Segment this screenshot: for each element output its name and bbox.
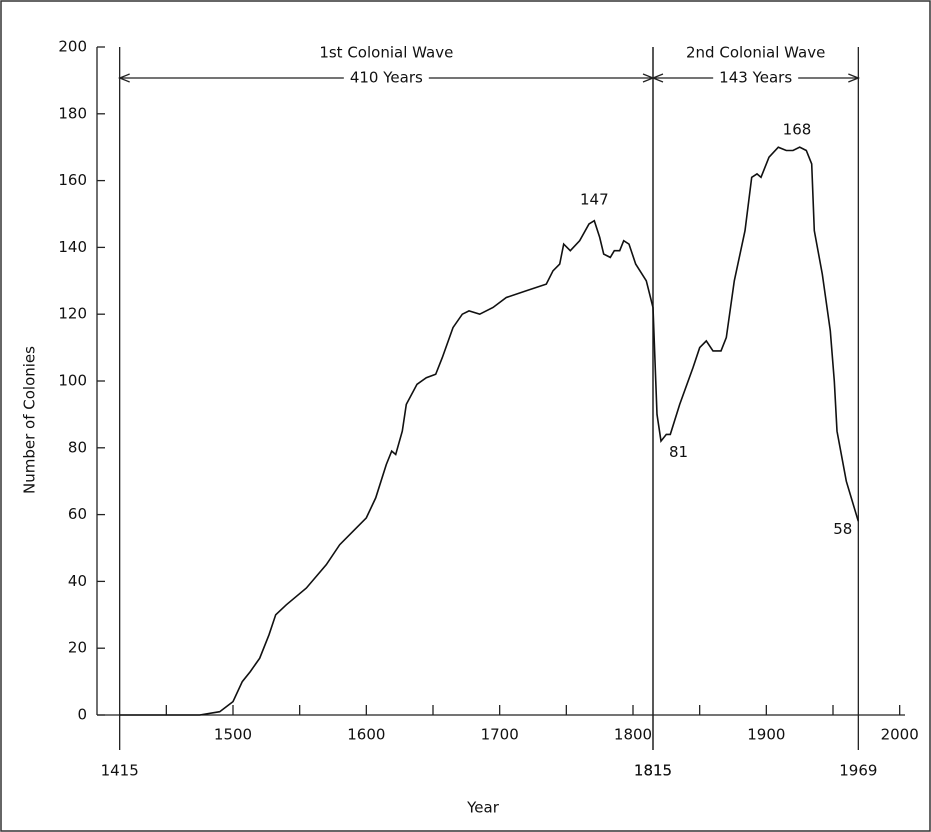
x-tick-label: 1600 bbox=[347, 726, 385, 744]
arrow-head bbox=[848, 73, 861, 83]
x-tick-label: 1500 bbox=[214, 726, 252, 744]
period-end-label: 1969 bbox=[839, 762, 877, 780]
y-tick-label: 160 bbox=[58, 171, 87, 189]
annotation: 81 bbox=[669, 443, 688, 461]
period-name: 1st Colonial Wave bbox=[319, 44, 453, 62]
period-end-label: 1815 bbox=[634, 762, 672, 780]
period-start-label: 1815 bbox=[634, 762, 672, 780]
label-background bbox=[343, 68, 429, 88]
period-duration: 143 Years bbox=[719, 69, 792, 87]
x-tick-label: 1900 bbox=[747, 726, 785, 744]
x-tick-label: 1700 bbox=[481, 726, 519, 744]
y-tick-label: 100 bbox=[58, 372, 87, 390]
arrow-head bbox=[117, 73, 130, 83]
data-line bbox=[119, 146, 860, 716]
y-tick-label: 120 bbox=[58, 305, 87, 323]
period-start-label: 1415 bbox=[101, 762, 139, 780]
y-tick-label: 200 bbox=[58, 38, 87, 56]
y-tick-label: 20 bbox=[68, 639, 87, 657]
y-tick-label: 40 bbox=[68, 572, 87, 590]
x-axis-label: Year bbox=[466, 799, 500, 817]
y-axis-label: Number of Colonies bbox=[21, 346, 39, 494]
period-duration: 410 Years bbox=[350, 69, 423, 87]
arrow-head bbox=[651, 73, 664, 83]
y-tick-label: 140 bbox=[58, 238, 87, 256]
x-tick-label: 2000 bbox=[881, 726, 919, 744]
label-background bbox=[713, 68, 799, 88]
y-tick-label: 80 bbox=[68, 438, 87, 456]
annotation: 168 bbox=[783, 120, 812, 138]
annotation: 58 bbox=[833, 520, 852, 538]
y-tick-label: 180 bbox=[58, 104, 87, 122]
y-tick-label: 60 bbox=[68, 505, 87, 523]
annotation: 147 bbox=[580, 191, 609, 209]
y-tick-label: 0 bbox=[77, 706, 87, 724]
x-tick-label: 1800 bbox=[614, 726, 652, 744]
period-name: 2nd Colonial Wave bbox=[686, 44, 825, 62]
